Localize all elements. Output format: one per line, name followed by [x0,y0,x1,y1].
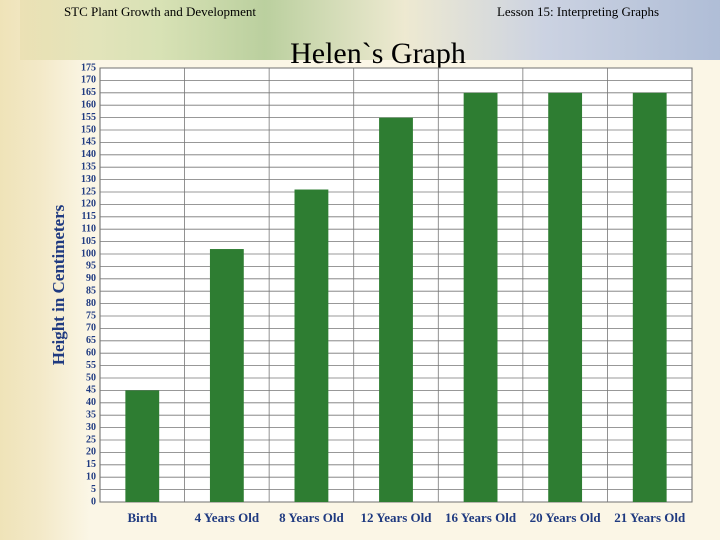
y-tick-label: 120 [81,199,96,210]
y-tick-label: 80 [86,298,96,309]
y-tick-label: 65 [86,335,96,346]
bar [209,249,244,502]
x-tick-label: 16 Years Old [445,510,517,525]
y-tick-label: 55 [86,360,96,371]
y-tick-label: 90 [86,273,96,284]
bar [294,189,329,502]
y-tick-label: 10 [86,471,96,482]
x-tick-label: 21 Years Old [614,510,686,525]
y-tick-label: 50 [86,372,96,383]
bar [632,92,667,503]
y-tick-label: 45 [86,385,96,396]
y-tick-label: 155 [81,112,96,123]
y-tick-label: 145 [81,137,96,148]
header-left: STC Plant Growth and Development [64,4,256,19]
y-tick-label: 170 [81,75,96,86]
y-tick-label: 125 [81,186,96,197]
y-tick-label: 150 [81,124,96,135]
x-tick-label: Birth [127,510,158,525]
y-tick-label: 135 [81,161,96,172]
y-tick-label: 0 [91,496,96,507]
y-tick-label: 140 [81,149,96,160]
y-tick-label: 25 [86,434,96,445]
y-tick-label: 175 [81,62,96,73]
y-tick-label: 75 [86,310,96,321]
y-tick-label: 130 [81,174,96,185]
chart-title: Helen`s Graph [290,37,466,70]
y-tick-label: 40 [86,397,96,408]
x-tick-label: 20 Years Old [529,510,601,525]
y-axis-label: Height in Centimeters [49,204,68,365]
x-tick-label: 12 Years Old [360,510,432,525]
y-tick-label: 115 [82,211,96,222]
y-tick-label: 165 [81,87,96,98]
y-tick-label: 160 [81,99,96,110]
bar [379,117,413,502]
y-tick-label: 105 [81,236,96,247]
decoration [20,0,720,60]
x-tick-label: 4 Years Old [194,510,260,525]
x-tick-label: 8 Years Old [279,510,344,525]
y-tick-label: 30 [86,422,96,433]
header-right: Lesson 15: Interpreting Graphs [497,4,659,19]
y-tick-label: 35 [86,409,96,420]
y-tick-label: 70 [86,323,96,334]
y-tick-label: 60 [86,347,96,358]
bar [463,92,498,503]
y-tick-label: 110 [82,223,96,234]
bar [125,390,160,502]
y-tick-label: 20 [86,447,96,458]
y-tick-label: 15 [86,459,96,470]
y-tick-label: 95 [86,261,96,272]
y-tick-label: 5 [91,484,96,495]
y-tick-label: 100 [81,248,96,259]
y-tick-label: 85 [86,285,96,296]
bar [548,92,583,503]
